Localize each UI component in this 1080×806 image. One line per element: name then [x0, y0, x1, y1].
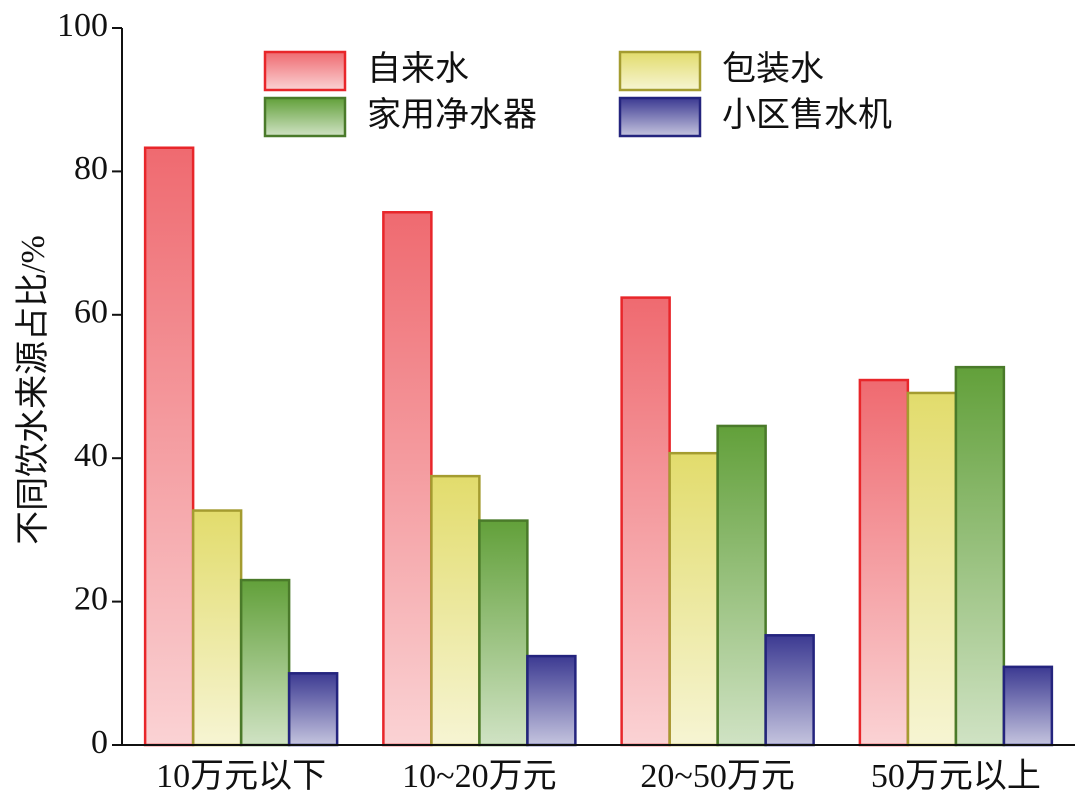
y-tick-label: 80	[74, 150, 108, 187]
legend-label: 包装水	[722, 50, 824, 88]
legend-swatch	[618, 96, 702, 138]
y-tick-label: 0	[91, 724, 108, 761]
bar	[143, 146, 195, 747]
bar	[1002, 665, 1054, 747]
bar	[716, 424, 767, 747]
y-tick-label: 20	[74, 580, 108, 617]
bar	[287, 672, 339, 747]
legend-label: 自来水	[367, 50, 469, 88]
legend-swatch	[618, 50, 702, 92]
legend-label: 家用净水器	[367, 96, 537, 134]
x-tick-label: 50万元以上	[871, 758, 1041, 795]
x-tick-label: 20~50万元	[640, 758, 794, 795]
bar	[764, 634, 815, 747]
x-tick-label: 10~20万元	[402, 758, 556, 795]
bar	[239, 578, 291, 747]
legend-swatch	[263, 96, 347, 138]
bar	[526, 654, 577, 747]
legend-swatch	[263, 50, 347, 92]
y-tick-label: 40	[74, 437, 108, 474]
bar	[430, 474, 481, 747]
y-axis-label: 不同饮水来源占比/%	[14, 235, 52, 545]
bar	[620, 296, 671, 747]
bar	[954, 365, 1006, 747]
bar	[382, 211, 433, 747]
bar	[191, 509, 243, 747]
y-tick-label: 60	[74, 294, 108, 331]
bar	[668, 451, 719, 747]
bar	[858, 378, 910, 747]
bar	[478, 519, 529, 747]
legend-label: 小区售水机	[722, 96, 892, 134]
bar	[906, 391, 958, 747]
x-tick-label: 10万元以下	[156, 758, 326, 795]
y-tick-label: 100	[57, 7, 108, 44]
